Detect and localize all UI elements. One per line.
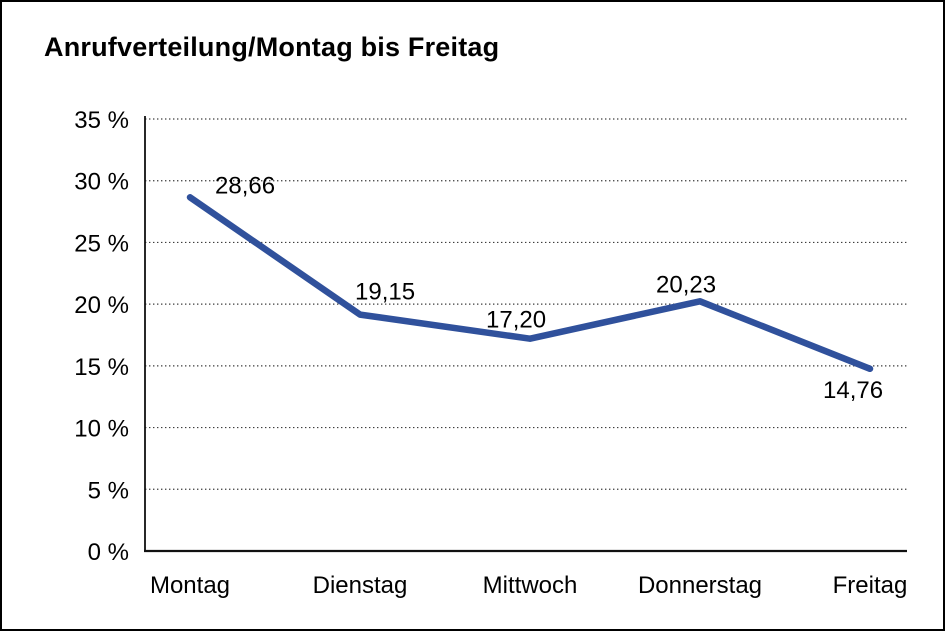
x-category-label: Dienstag [313, 572, 408, 599]
y-tick-label: 30 % [74, 169, 129, 196]
x-category-label: Freitag [833, 572, 908, 599]
y-tick-label: 25 % [74, 230, 129, 257]
data-point-label: 19,15 [355, 279, 415, 306]
chart-title: Anrufverteilung/Montag bis Freitag [44, 32, 500, 62]
y-tick-label: 35 % [74, 107, 129, 134]
x-category-label: Mittwoch [483, 572, 578, 599]
y-tick-label: 20 % [74, 292, 129, 319]
y-tick-label: 15 % [74, 354, 129, 381]
y-tick-label: 5 % [88, 477, 129, 504]
data-point-label: 20,23 [656, 271, 716, 298]
data-point-label: 28,66 [215, 172, 275, 199]
data-series-line [186, 194, 874, 373]
y-tick-label: 0 % [88, 539, 129, 566]
x-category-label: Montag [150, 572, 230, 599]
data-point-label: 17,20 [486, 307, 546, 334]
data-point-label: 14,76 [823, 377, 883, 404]
y-tick-label: 10 % [74, 416, 129, 443]
x-category-label: Donnerstag [638, 572, 762, 599]
